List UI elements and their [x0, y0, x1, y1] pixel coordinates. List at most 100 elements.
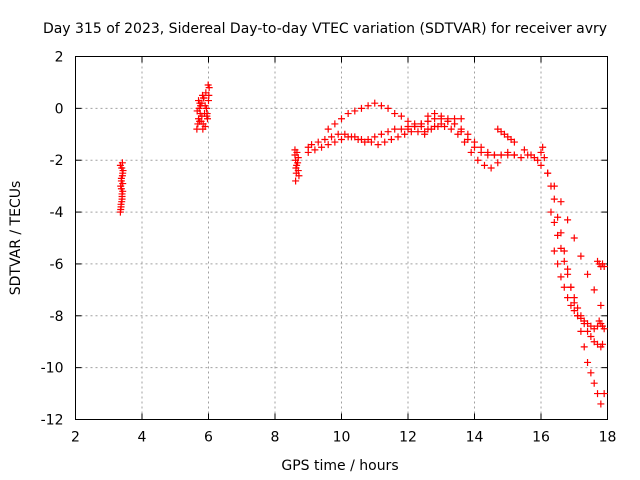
data-point: [304, 148, 312, 156]
data-point: [600, 325, 608, 333]
y-axis-label: SDTVAR / TECUs: [8, 181, 24, 296]
data-point: [554, 213, 562, 221]
data-point: [431, 110, 439, 118]
y-tick-label: 2: [55, 50, 64, 66]
data-point: [564, 294, 572, 302]
data-point: [118, 190, 126, 198]
y-tick-label: -4: [50, 205, 64, 221]
data-point: [540, 154, 548, 162]
data-point: [377, 102, 385, 110]
data-point: [474, 156, 482, 164]
y-tick-labels: 2 0 -2 -4 -6 -8 -10 -12: [41, 50, 64, 429]
data-point: [203, 110, 211, 118]
data-point: [118, 164, 126, 172]
data-point: [344, 133, 352, 141]
data-point: [199, 125, 207, 133]
data-point: [117, 174, 125, 182]
data-point: [477, 148, 485, 156]
data-point: [504, 148, 512, 156]
data-point: [457, 128, 465, 136]
data-point: [464, 135, 472, 143]
data-point: [427, 125, 435, 133]
data-point: [195, 97, 203, 105]
x-tick-label: 14: [466, 430, 484, 446]
data-point: [351, 133, 359, 141]
data-point: [557, 198, 565, 206]
data-point: [480, 161, 488, 169]
data-point: [497, 151, 505, 159]
data-point: [381, 138, 389, 146]
data-point: [567, 283, 575, 291]
data-point: [580, 343, 588, 351]
data-point: [447, 125, 455, 133]
data-point: [587, 333, 595, 341]
data-point: [584, 270, 592, 278]
data-point: [451, 120, 459, 128]
data-point: [198, 112, 206, 120]
data-point: [484, 151, 492, 159]
data-point: [590, 286, 598, 294]
data-point: [510, 138, 518, 146]
data-point: [411, 123, 419, 131]
data-point: [118, 159, 126, 167]
data-point: [397, 112, 405, 120]
data-point: [193, 125, 201, 133]
data-point: [490, 151, 498, 159]
data-point: [294, 154, 302, 162]
data-point: [554, 260, 562, 268]
data-point: [577, 327, 585, 335]
x-axis-label: GPS time / hours: [281, 458, 398, 474]
data-point: [471, 143, 478, 151]
data-point: [600, 390, 608, 398]
x-tick-label: 8: [271, 430, 280, 446]
data-point: [357, 104, 365, 112]
data-point: [331, 138, 339, 146]
grid: [75, 56, 608, 420]
data-point: [404, 117, 412, 125]
y-tick-label: -6: [50, 257, 64, 273]
data-point: [357, 135, 365, 143]
data-point: [404, 125, 412, 133]
x-tick-label: 10: [333, 430, 351, 446]
data-point: [197, 102, 205, 110]
data-point: [594, 390, 602, 398]
data-point: [331, 120, 339, 128]
data-point: [334, 130, 342, 138]
data-point: [560, 257, 568, 265]
data-point: [600, 263, 608, 271]
data-point: [205, 91, 213, 99]
data-point: [444, 115, 452, 123]
data-point: [344, 110, 352, 118]
data-point: [434, 123, 442, 131]
y-tick-label: -10: [41, 361, 64, 377]
data-point: [371, 133, 379, 141]
data-point: [564, 216, 572, 224]
data-point: [292, 177, 300, 185]
data-point: [590, 379, 598, 387]
data-point: [539, 143, 547, 151]
data-point: [294, 159, 302, 167]
data-point: [351, 107, 359, 115]
data-point: [311, 146, 319, 154]
data-point: [324, 125, 332, 133]
data-point: [391, 110, 399, 118]
data-point: [377, 130, 385, 138]
data-point: [577, 252, 585, 260]
data-point: [560, 283, 568, 291]
data-point: [597, 301, 605, 309]
x-tick-label: 6: [204, 430, 213, 446]
data-point: [321, 135, 329, 143]
data-point: [584, 358, 592, 366]
data-point: [441, 123, 449, 131]
data-point: [544, 169, 552, 177]
x-tick-label: 18: [599, 430, 617, 446]
data-point: [308, 141, 316, 149]
data-point: [550, 182, 558, 190]
data-point: [554, 231, 562, 239]
data-point: [584, 327, 592, 335]
data-point: [570, 234, 578, 242]
data-point: [384, 128, 392, 136]
y-tick-label: -8: [50, 309, 64, 325]
data-point: [397, 125, 405, 133]
data-point: [457, 115, 465, 123]
